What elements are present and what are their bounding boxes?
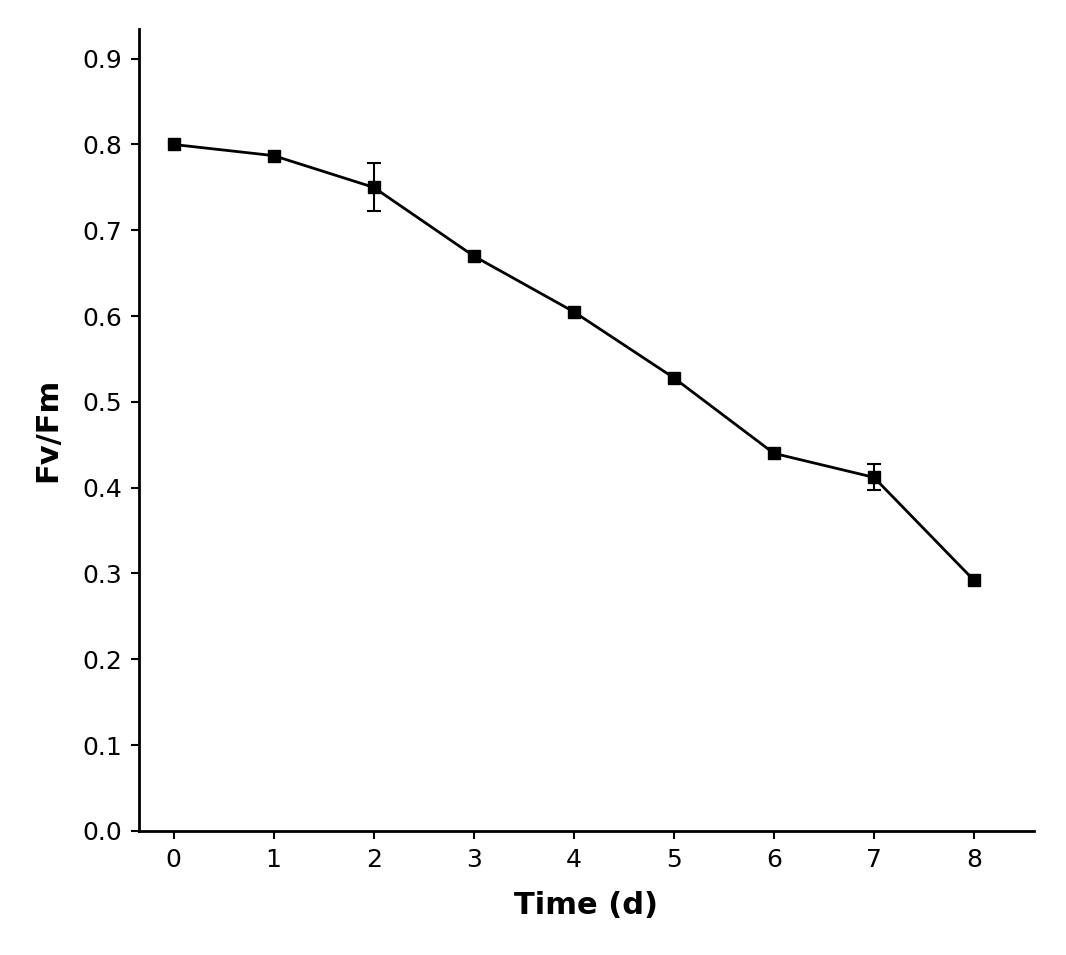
Y-axis label: Fv/Fm: Fv/Fm	[34, 377, 63, 482]
X-axis label: Time (d): Time (d)	[514, 891, 659, 920]
